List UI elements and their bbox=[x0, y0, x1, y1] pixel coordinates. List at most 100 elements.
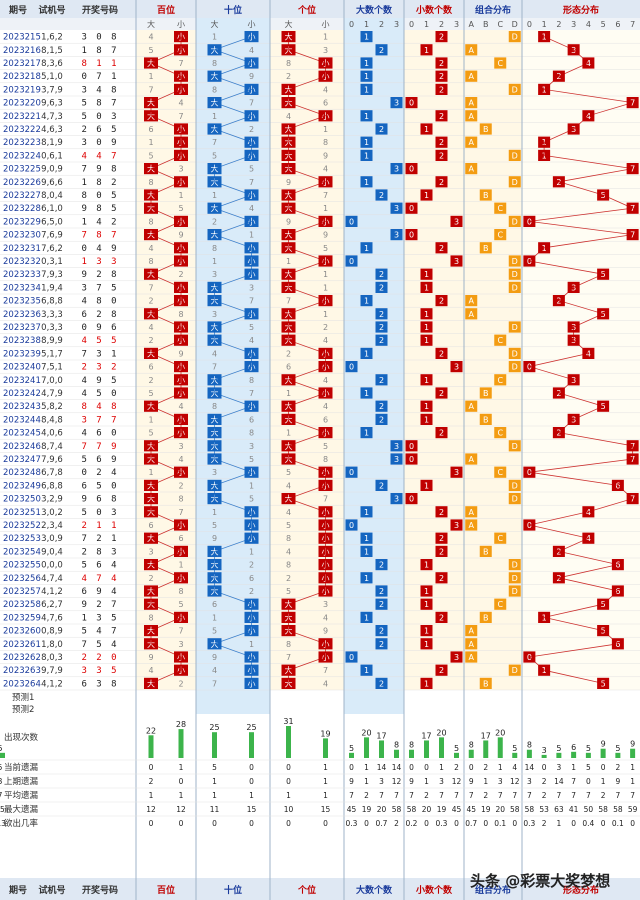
mark-big bbox=[345, 215, 358, 227]
count-value: 17 bbox=[421, 731, 431, 740]
miss-bai: 7 bbox=[148, 283, 153, 292]
mark-big-label: 2 bbox=[379, 376, 384, 385]
count-bar bbox=[178, 729, 184, 758]
stat-value: 4 bbox=[512, 763, 517, 772]
trial-cell: 6,8,8 bbox=[41, 481, 63, 491]
stat-value: 58 bbox=[598, 805, 608, 814]
mark-big bbox=[390, 97, 403, 109]
trial-cell: 3,0,9 bbox=[41, 534, 63, 544]
mark-small-label: 2 bbox=[439, 138, 444, 147]
mark-combo bbox=[494, 229, 507, 241]
trial-cell: 0,3,3 bbox=[41, 323, 63, 333]
miss-ge: 4 bbox=[323, 402, 328, 411]
sub-shape: 7 bbox=[630, 20, 635, 29]
stat-value: 0 bbox=[601, 819, 606, 828]
count-value: 17 bbox=[376, 731, 386, 740]
count-bar bbox=[468, 749, 474, 758]
period-cell: 2023228 bbox=[3, 204, 41, 214]
mark-small-label: 1 bbox=[424, 376, 429, 385]
stat-value: 53 bbox=[539, 805, 549, 814]
miss-bai: 8 bbox=[178, 310, 183, 319]
mark-small-label: 2 bbox=[439, 613, 444, 622]
draw-cell: 9 8 5 bbox=[81, 204, 118, 214]
mark-big-label: 2 bbox=[379, 46, 384, 55]
header-shi: 十位 bbox=[224, 4, 242, 16]
miss-ge: 5 bbox=[323, 244, 328, 253]
mark-big bbox=[375, 308, 388, 320]
mark-bai-label: 小 bbox=[177, 429, 185, 438]
stat-value: 0 bbox=[249, 777, 254, 786]
mark-small bbox=[420, 677, 433, 689]
mark-shape-label: 3 bbox=[571, 125, 576, 134]
miss-ge: 1 bbox=[286, 257, 291, 266]
mark-bai-label: 小 bbox=[177, 297, 185, 306]
mark-big bbox=[360, 347, 373, 359]
mark-small-label: 2 bbox=[439, 59, 444, 68]
mark-small bbox=[435, 572, 448, 584]
count-value: 8 bbox=[469, 741, 474, 750]
miss-ge: 4 bbox=[323, 165, 328, 174]
draw-cell: 6 9 4 bbox=[81, 587, 118, 597]
stat-label: 平均遗漏 bbox=[4, 790, 39, 801]
miss-ge: 1 bbox=[323, 283, 328, 292]
stat-value: 1 bbox=[630, 777, 635, 786]
sub-num: 0 bbox=[409, 20, 414, 29]
mark-combo bbox=[508, 361, 521, 373]
stat-value: 5 bbox=[586, 763, 591, 772]
mark-small bbox=[435, 545, 448, 557]
stat-value: 2 bbox=[542, 819, 547, 828]
stat-value: 0.1 bbox=[612, 819, 624, 828]
mark-big-label: 3 bbox=[394, 455, 399, 464]
miss-bai: 2 bbox=[178, 270, 183, 279]
period-cell: 2023237 bbox=[3, 323, 41, 333]
mark-combo-label: C bbox=[497, 429, 503, 438]
stat-value: 1 bbox=[601, 777, 606, 786]
mark-shape-label: 1 bbox=[542, 33, 547, 42]
mark-big-label: 1 bbox=[364, 72, 369, 81]
mark-small bbox=[435, 611, 448, 623]
trial-cell: 8,3,6 bbox=[41, 59, 63, 69]
count-value: 5 bbox=[454, 744, 459, 753]
miss-shi: 9 bbox=[212, 653, 217, 662]
period-cell: 2023233 bbox=[3, 270, 41, 280]
mark-shape-label: 2 bbox=[556, 389, 561, 398]
period-cell: 2023221 bbox=[3, 112, 41, 122]
mark-shape-label: 7 bbox=[630, 231, 635, 240]
stat-value: 0 bbox=[323, 819, 328, 828]
mark-combo bbox=[479, 677, 492, 689]
count-value: 8 bbox=[527, 741, 532, 750]
period-cell: 2023253 bbox=[3, 534, 41, 544]
miss-ge: 8 bbox=[323, 455, 328, 464]
period-cell: 2023236 bbox=[3, 310, 41, 320]
period-cell: 2023230 bbox=[3, 231, 41, 241]
mark-shape-label: 7 bbox=[630, 99, 635, 108]
mark-small-label: 0 bbox=[409, 495, 414, 504]
trial-cell: 4,1,2 bbox=[41, 679, 63, 689]
mark-combo-label: B bbox=[483, 125, 489, 134]
watermark: 头条 @彩票大奖梦想 bbox=[470, 872, 611, 890]
draw-cell: 4 5 5 bbox=[81, 336, 118, 346]
header-big: 大数个数 bbox=[356, 4, 393, 16]
miss-ge: 2 bbox=[286, 574, 291, 583]
draw-cell: 0 7 1 bbox=[81, 72, 118, 82]
mark-small-label: 1 bbox=[424, 481, 429, 490]
stat-value: 14 bbox=[377, 763, 387, 772]
stat-value: 1 bbox=[286, 791, 291, 800]
period-cell: 2023226 bbox=[3, 178, 41, 188]
stat-value: 1 bbox=[364, 763, 369, 772]
mark-big-label: 2 bbox=[379, 415, 384, 424]
stat-value: 0 bbox=[630, 819, 635, 828]
miss-bai: 4 bbox=[178, 402, 183, 411]
trial-cell: 9,0,9 bbox=[41, 165, 63, 175]
mark-big-label: 2 bbox=[379, 561, 384, 570]
header-combo: 组合分布 bbox=[475, 4, 511, 16]
mark-big-label: 1 bbox=[364, 349, 369, 358]
mark-big bbox=[375, 598, 388, 610]
miss-ge: 6 bbox=[323, 415, 328, 424]
stat-value: 0 bbox=[179, 819, 184, 828]
mark-combo bbox=[508, 585, 521, 597]
miss-bai: 8 bbox=[148, 178, 153, 187]
miss-bai: 2 bbox=[148, 297, 153, 306]
miss-ge: 7 bbox=[286, 297, 291, 306]
miss-bai: 2 bbox=[178, 679, 183, 688]
